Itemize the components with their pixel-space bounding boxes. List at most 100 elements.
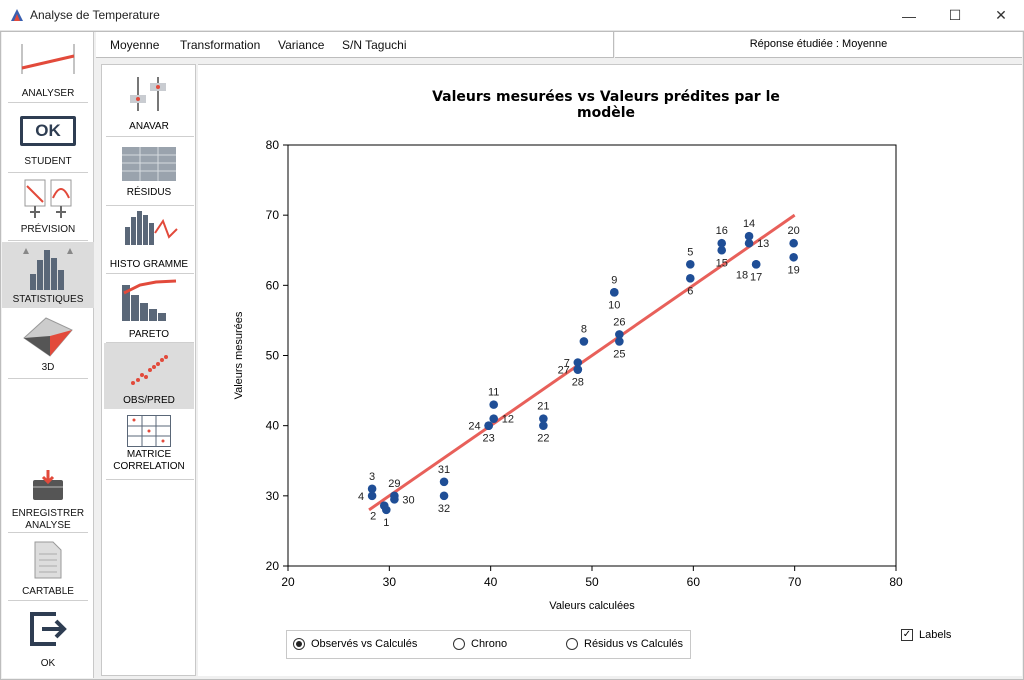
- data-point: [615, 330, 624, 339]
- radio-residus-vs-calcules[interactable]: Résidus vs Calculés: [566, 638, 683, 650]
- y-tick-label: 40: [266, 419, 280, 433]
- 3d-surface-icon: [23, 317, 73, 357]
- sidebar-item-cartable[interactable]: CARTABLE: [2, 536, 94, 598]
- x-tick-label: 60: [687, 575, 701, 589]
- subitem-histogramme[interactable]: HISTO GRAMME: [104, 207, 194, 273]
- residuals-table-icon: [122, 147, 176, 181]
- menu-sn-taguchi[interactable]: S/N Taguchi: [342, 38, 407, 52]
- data-point: [379, 501, 389, 510]
- point-label: 22: [537, 433, 549, 445]
- point-label: 31: [438, 464, 450, 476]
- radio-chrono[interactable]: Chrono: [453, 638, 507, 650]
- y-axis-label: Valeurs mesurées: [233, 311, 245, 399]
- point-label: 20: [788, 225, 800, 237]
- sidebar-item-label: CARTABLE: [22, 586, 74, 597]
- point-label: 24: [468, 421, 480, 433]
- divider: [8, 532, 88, 533]
- document-icon: [34, 541, 62, 579]
- data-point: [484, 421, 493, 430]
- point-label: 32: [438, 503, 450, 515]
- subitem-residus[interactable]: RÉSIDUS: [104, 139, 194, 203]
- radio-unselected-icon: [453, 638, 465, 650]
- ok-badge-icon: OK: [20, 116, 76, 146]
- subitem-label: OBS/PRED: [123, 395, 175, 406]
- point-label: 17: [750, 271, 762, 283]
- data-point: [685, 274, 695, 283]
- data-point: [579, 337, 589, 346]
- pareto-chart-icon: [122, 279, 177, 321]
- save-briefcase-icon: [33, 470, 63, 500]
- menu-variance[interactable]: Variance: [278, 38, 325, 52]
- sidebar-item-analyser[interactable]: ANALYSER: [2, 34, 94, 100]
- sidebar-item-ok-exit[interactable]: OK: [2, 606, 94, 672]
- sidebar-item-3d[interactable]: 3D: [2, 312, 94, 376]
- y-tick-label: 70: [266, 208, 280, 222]
- menu-moyenne[interactable]: Moyenne: [110, 38, 160, 52]
- maximize-button[interactable]: ☐: [948, 7, 962, 23]
- forecast-icon: [24, 179, 72, 218]
- point-label: 19: [788, 264, 800, 276]
- subitem-matrice-correlation[interactable]: MATRICE CORRELATION: [104, 413, 194, 479]
- divider: [8, 240, 88, 241]
- data-point: [789, 238, 798, 248]
- point-label: 18: [736, 269, 748, 281]
- divider: [8, 172, 88, 173]
- sidebar-item-label: STUDENT: [24, 156, 72, 167]
- checkmark-icon: ✓: [901, 629, 913, 641]
- divider: [106, 136, 194, 137]
- sidebar-item-prevision[interactable]: PRÉVISION: [2, 176, 94, 238]
- subitem-label: PARETO: [128, 329, 170, 340]
- radio-observes-vs-calcules[interactable]: Observés vs Calculés: [293, 638, 417, 650]
- sidebar-item-enregistrer[interactable]: ENREGISTRER ANALYSE: [2, 468, 94, 531]
- data-point: [717, 245, 727, 255]
- subitem-obs-pred[interactable]: OBS/PRED: [104, 343, 194, 409]
- menu-transformation[interactable]: Transformation: [180, 38, 261, 52]
- data-point: [609, 288, 619, 297]
- scatter-plot: 20 30 40 50 60 70 80 20 30 40 50 60 70 80 Valeurs calc…: [233, 138, 903, 612]
- point-label: 5: [687, 246, 693, 258]
- labels-checkbox-label: Labels: [919, 629, 952, 641]
- divider: [8, 378, 88, 379]
- analysis-sidebar: ANAVAR RÉSIDUS HISTO GRAMME: [101, 64, 196, 676]
- point-label: 8: [581, 323, 587, 335]
- divider: [106, 342, 194, 343]
- minimize-button[interactable]: —: [902, 7, 916, 24]
- point-label: 26: [613, 316, 625, 328]
- sidebar-item-statistiques[interactable]: STATISTIQUES: [2, 242, 94, 308]
- response-label: Réponse étudiée : Moyenne: [749, 38, 888, 50]
- app-icon: [11, 9, 23, 21]
- x-axis-label: Valeurs calculées: [549, 600, 635, 612]
- point-label: 30: [402, 494, 414, 506]
- point-label: 25: [613, 348, 625, 360]
- chart-title: Valeurs mesurées vs Valeurs prédites par…: [432, 89, 780, 121]
- point-label: 21: [537, 401, 549, 413]
- radio-label: Observés vs Calculés: [311, 638, 418, 650]
- title-bar: Analyse de Temperature — ☐ ✕: [0, 0, 1024, 31]
- subitem-anavar[interactable]: ANAVAR: [104, 69, 194, 135]
- point-label: 23: [483, 433, 495, 445]
- sidebar-item-student[interactable]: OK STUDENT: [2, 106, 94, 170]
- point-label: 7: [564, 358, 570, 370]
- data-point: [439, 477, 449, 487]
- data-point: [539, 414, 548, 423]
- y-tick-label: 50: [266, 349, 280, 363]
- y-tick-label: 30: [266, 489, 280, 503]
- view-mode-group: Observés vs Calculés Chrono Résidus vs C…: [286, 630, 691, 659]
- data-point: [573, 358, 583, 367]
- sidebar-item-label: ANALYSER: [21, 88, 75, 99]
- labels-checkbox[interactable]: ✓ Labels: [901, 629, 951, 641]
- point-label: 3: [369, 471, 375, 483]
- radio-selected-icon: [293, 638, 305, 650]
- divider: [8, 600, 88, 601]
- sidebar-item-label: PRÉVISION: [20, 224, 76, 235]
- subitem-pareto[interactable]: PARETO: [104, 275, 194, 341]
- exit-icon: [30, 612, 67, 646]
- x-tick-label: 80: [889, 575, 903, 589]
- point-label: 27: [558, 365, 570, 377]
- y-tick-label: 20: [266, 559, 280, 573]
- data-point: [744, 231, 754, 241]
- close-button[interactable]: ✕: [995, 7, 1007, 23]
- x-tick-label: 40: [484, 575, 498, 589]
- line-chart-icon: [21, 44, 75, 74]
- x-tick-label: 30: [383, 575, 397, 589]
